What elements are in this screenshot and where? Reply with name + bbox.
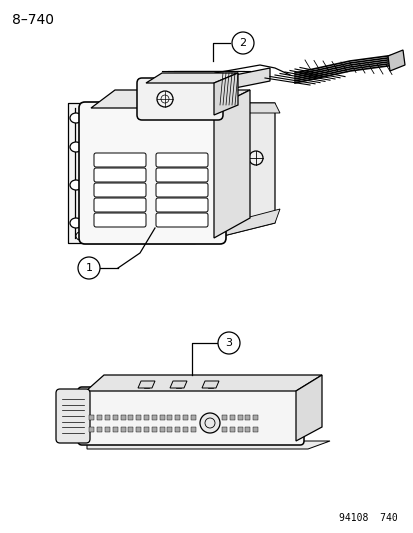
Bar — [136, 426, 141, 432]
Bar — [144, 426, 149, 432]
FancyBboxPatch shape — [78, 387, 303, 445]
Bar — [89, 415, 94, 419]
Polygon shape — [195, 209, 279, 243]
Ellipse shape — [70, 180, 82, 190]
Polygon shape — [91, 90, 249, 108]
Bar — [245, 426, 250, 432]
Polygon shape — [202, 381, 218, 388]
Polygon shape — [387, 50, 404, 71]
Bar — [190, 426, 195, 432]
Polygon shape — [295, 375, 321, 441]
Polygon shape — [195, 103, 274, 243]
Bar — [152, 415, 157, 419]
Bar — [105, 426, 110, 432]
FancyBboxPatch shape — [156, 183, 207, 197]
Circle shape — [76, 232, 84, 240]
Circle shape — [218, 332, 240, 354]
Polygon shape — [235, 68, 269, 88]
Bar — [113, 415, 118, 419]
Polygon shape — [86, 375, 321, 391]
Bar — [97, 415, 102, 419]
FancyBboxPatch shape — [94, 213, 146, 227]
Bar — [113, 426, 118, 432]
FancyBboxPatch shape — [94, 153, 146, 167]
FancyBboxPatch shape — [156, 153, 207, 167]
Bar — [121, 426, 126, 432]
Polygon shape — [195, 103, 279, 113]
Polygon shape — [170, 381, 187, 388]
Bar — [167, 415, 172, 419]
Bar — [229, 426, 234, 432]
Bar — [221, 415, 227, 419]
Text: 2: 2 — [239, 38, 246, 48]
Ellipse shape — [70, 142, 82, 152]
Bar — [245, 415, 250, 419]
Text: 94108  740: 94108 740 — [338, 513, 397, 523]
Bar — [237, 426, 242, 432]
Bar — [152, 426, 157, 432]
FancyBboxPatch shape — [137, 78, 223, 120]
Circle shape — [199, 413, 219, 433]
FancyBboxPatch shape — [94, 183, 146, 197]
Bar — [128, 415, 133, 419]
Bar — [136, 415, 141, 419]
FancyBboxPatch shape — [156, 168, 207, 182]
Bar — [253, 415, 258, 419]
Bar — [221, 426, 227, 432]
Bar — [159, 426, 164, 432]
Bar — [167, 426, 172, 432]
Bar — [183, 426, 188, 432]
FancyBboxPatch shape — [156, 198, 207, 212]
Bar — [144, 415, 149, 419]
Bar — [105, 415, 110, 419]
Circle shape — [78, 257, 100, 279]
Text: 3: 3 — [225, 338, 232, 348]
Bar — [159, 415, 164, 419]
Bar — [175, 415, 180, 419]
FancyBboxPatch shape — [156, 213, 207, 227]
Bar — [253, 426, 258, 432]
Text: 8–740: 8–740 — [12, 13, 54, 27]
Bar — [128, 426, 133, 432]
Bar — [97, 426, 102, 432]
FancyBboxPatch shape — [94, 198, 146, 212]
Bar — [121, 415, 126, 419]
FancyBboxPatch shape — [79, 102, 225, 244]
Bar — [183, 415, 188, 419]
Polygon shape — [146, 73, 237, 83]
Circle shape — [157, 91, 173, 107]
Polygon shape — [87, 441, 329, 449]
Bar — [190, 415, 195, 419]
FancyBboxPatch shape — [56, 389, 90, 443]
Polygon shape — [214, 90, 249, 238]
Polygon shape — [138, 381, 154, 388]
Bar — [237, 415, 242, 419]
FancyBboxPatch shape — [94, 168, 146, 182]
Circle shape — [231, 32, 254, 54]
Ellipse shape — [70, 113, 82, 123]
Circle shape — [248, 151, 262, 165]
Ellipse shape — [70, 218, 82, 228]
Polygon shape — [68, 103, 195, 243]
Bar — [229, 415, 234, 419]
Text: 1: 1 — [85, 263, 92, 273]
Polygon shape — [214, 73, 237, 115]
Bar — [175, 426, 180, 432]
Bar — [89, 426, 94, 432]
